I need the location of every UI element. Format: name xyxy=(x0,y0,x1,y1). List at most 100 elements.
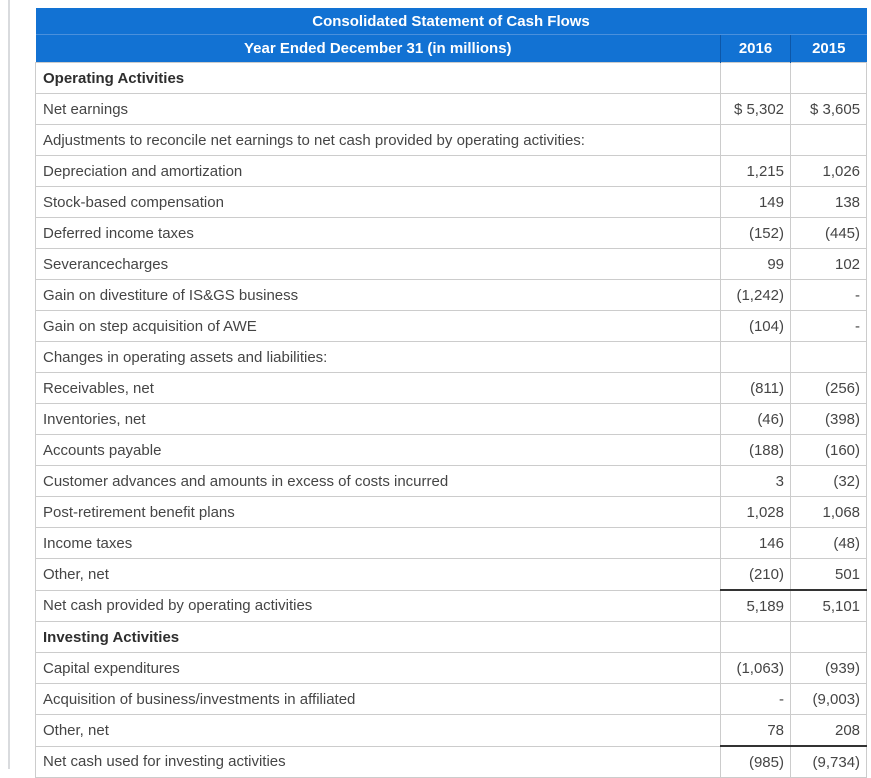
row-label: Acquisition of business/investments in a… xyxy=(35,683,721,715)
financial-table: Consolidated Statement of Cash Flows Yea… xyxy=(35,8,868,778)
table-row: Inventories, net (46) (398) xyxy=(35,403,868,435)
value-2016: $ 5,302 xyxy=(720,93,791,125)
value-2016 xyxy=(720,124,791,156)
value-2015: 208 xyxy=(789,714,868,747)
row-label: Post-retirement benefit plans xyxy=(35,496,721,528)
row-label: Investing Activities xyxy=(35,621,721,653)
row-label: Stock-based compensation xyxy=(35,186,721,218)
value-2015: 1,068 xyxy=(789,496,868,528)
row-label: Customer advances and amounts in excess … xyxy=(35,465,721,497)
table-row: Severancecharges 99 102 xyxy=(35,248,868,280)
value-2015: 5,101 xyxy=(789,589,868,622)
subtotal-row: Net cash provided by operating activitie… xyxy=(35,589,868,622)
subtotal-row: Net cash used for investing activities (… xyxy=(35,745,868,778)
table-row: Accounts payable (188) (160) xyxy=(35,434,868,466)
row-label: Net earnings xyxy=(35,93,721,125)
section-row: Operating Activities xyxy=(35,62,868,94)
value-2016: (188) xyxy=(720,434,791,466)
value-2015: (9,003) xyxy=(789,683,868,715)
row-label: Deferred income taxes xyxy=(35,217,721,249)
row-label: Severancecharges xyxy=(35,248,721,280)
value-2015: 501 xyxy=(789,558,868,591)
value-2015: (445) xyxy=(789,217,868,249)
cash-flow-statement-table: Consolidated Statement of Cash Flows Yea… xyxy=(35,8,868,778)
value-2015: 1,026 xyxy=(789,155,868,187)
value-2015: (32) xyxy=(789,465,868,497)
row-label: Accounts payable xyxy=(35,434,721,466)
table-title: Consolidated Statement of Cash Flows xyxy=(35,8,867,35)
table-row: Income taxes 146 (48) xyxy=(35,527,868,559)
table-row: Other, net (210) 501 xyxy=(35,558,868,591)
value-2016: (811) xyxy=(720,372,791,404)
table-row: Depreciation and amortization 1,215 1,02… xyxy=(35,155,868,187)
value-2015: (160) xyxy=(789,434,868,466)
value-2016: 78 xyxy=(720,714,791,747)
table-row: Deferred income taxes (152) (445) xyxy=(35,217,868,249)
row-label: Other, net xyxy=(35,714,721,747)
table-body: Operating Activities Net earnings $ 5,30… xyxy=(35,62,868,778)
value-2016: (1,063) xyxy=(720,652,791,684)
table-row: Gain on step acquisition of AWE (104) - xyxy=(35,310,868,342)
value-2015 xyxy=(789,621,868,653)
value-2016: 146 xyxy=(720,527,791,559)
value-2015 xyxy=(789,124,868,156)
table-row: Customer advances and amounts in excess … xyxy=(35,465,868,497)
row-label: Gain on step acquisition of AWE xyxy=(35,310,721,342)
row-label: Receivables, net xyxy=(35,372,721,404)
table-header: Consolidated Statement of Cash Flows Yea… xyxy=(35,8,867,63)
value-2015: (398) xyxy=(789,403,868,435)
row-label: Adjustments to reconcile net earnings to… xyxy=(35,124,721,156)
value-2015: 102 xyxy=(789,248,868,280)
row-label: Other, net xyxy=(35,558,721,591)
value-2015: (939) xyxy=(789,652,868,684)
row-label: Net cash used for investing activities xyxy=(35,745,721,778)
header-subtitle-row: Year Ended December 31 (in millions) 201… xyxy=(35,34,867,63)
value-2015: (256) xyxy=(789,372,868,404)
value-2016 xyxy=(720,621,791,653)
table-row: Post-retirement benefit plans 1,028 1,06… xyxy=(35,496,868,528)
value-2015: (9,734) xyxy=(789,745,868,778)
row-label: Gain on divestiture of IS&GS business xyxy=(35,279,721,311)
value-2015: - xyxy=(789,279,868,311)
value-2016: (985) xyxy=(720,745,791,778)
table-row: Capital expenditures (1,063) (939) xyxy=(35,652,868,684)
column-header-2016: 2016 xyxy=(720,34,791,63)
value-2016 xyxy=(720,62,791,94)
column-header-2015: 2015 xyxy=(789,34,867,63)
row-label: Net cash provided by operating activitie… xyxy=(35,589,721,622)
table-row: Acquisition of business/investments in a… xyxy=(35,683,868,715)
table-row: Adjustments to reconcile net earnings to… xyxy=(35,124,868,156)
value-2016: 3 xyxy=(720,465,791,497)
value-2016: 99 xyxy=(720,248,791,280)
row-label: Changes in operating assets and liabilit… xyxy=(35,341,721,373)
section-row: Investing Activities xyxy=(35,621,868,653)
value-2015: $ 3,605 xyxy=(789,93,868,125)
row-label: Income taxes xyxy=(35,527,721,559)
value-2015: (48) xyxy=(789,527,868,559)
header-title-row: Consolidated Statement of Cash Flows xyxy=(35,8,867,35)
left-page-divider xyxy=(8,0,10,769)
value-2016: (104) xyxy=(720,310,791,342)
table-row: Receivables, net (811) (256) xyxy=(35,372,868,404)
table-row: Net earnings $ 5,302 $ 3,605 xyxy=(35,93,868,125)
value-2015 xyxy=(789,62,868,94)
row-label: Capital expenditures xyxy=(35,652,721,684)
value-2016: 1,028 xyxy=(720,496,791,528)
table-row: Changes in operating assets and liabilit… xyxy=(35,341,868,373)
value-2016: 149 xyxy=(720,186,791,218)
value-2016: 1,215 xyxy=(720,155,791,187)
value-2015: 138 xyxy=(789,186,868,218)
value-2015 xyxy=(789,341,868,373)
value-2016: (152) xyxy=(720,217,791,249)
table-row: Other, net 78 208 xyxy=(35,714,868,747)
table-subtitle: Year Ended December 31 (in millions) xyxy=(35,34,721,63)
value-2016 xyxy=(720,341,791,373)
value-2016: (1,242) xyxy=(720,279,791,311)
table-row: Gain on divestiture of IS&GS business (1… xyxy=(35,279,868,311)
value-2016: - xyxy=(720,683,791,715)
table-row: Stock-based compensation 149 138 xyxy=(35,186,868,218)
row-label: Inventories, net xyxy=(35,403,721,435)
value-2016: (46) xyxy=(720,403,791,435)
value-2015: - xyxy=(789,310,868,342)
row-label: Operating Activities xyxy=(35,62,721,94)
